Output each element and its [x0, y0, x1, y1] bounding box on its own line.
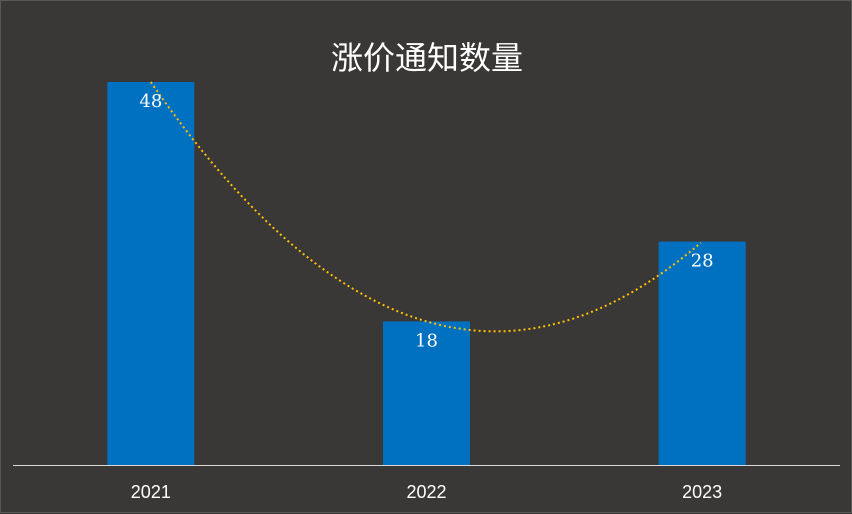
bar-2023	[658, 241, 746, 465]
data-label-2023: 28	[691, 251, 714, 272]
bar-2022	[383, 321, 470, 465]
x-tick-label-2022: 2022	[406, 482, 446, 502]
bar-2021	[107, 82, 195, 465]
data-label-2021: 48	[139, 91, 162, 112]
x-tick-label-2021: 2021	[131, 482, 171, 502]
chart-title: 涨价通知数量	[330, 39, 523, 77]
data-label-2022: 18	[415, 330, 438, 351]
x-tick-label-2023: 2023	[682, 482, 722, 502]
trendline	[149, 81, 702, 333]
